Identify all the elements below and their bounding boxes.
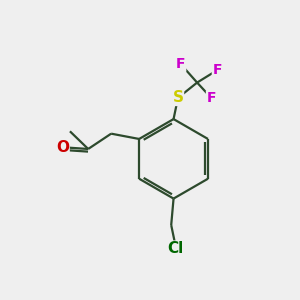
Text: F: F <box>206 91 216 105</box>
Text: F: F <box>176 57 186 71</box>
Text: Cl: Cl <box>167 241 184 256</box>
Text: F: F <box>212 63 222 77</box>
Text: S: S <box>172 90 184 105</box>
Text: O: O <box>56 140 69 155</box>
